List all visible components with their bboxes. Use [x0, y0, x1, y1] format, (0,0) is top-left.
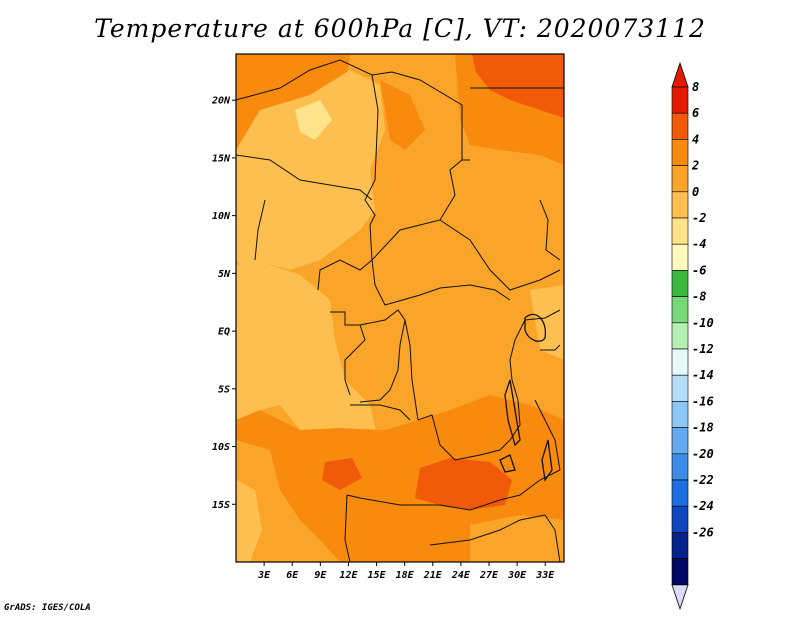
colorbar-segment	[671, 165, 689, 193]
grads-credit: GrADS: IGES/COLA	[4, 603, 91, 613]
colorbar-segment	[671, 270, 689, 297]
longitude-axis: 3E 6E 9E 12E 15E 18E 21E 24E 27E 30E 33E	[257, 562, 555, 581]
lat-tick-label: 10N	[212, 211, 231, 222]
colorbar-segment	[671, 296, 689, 324]
colorbar-segment	[671, 348, 689, 376]
colorbar-label: -20	[692, 447, 714, 461]
lon-tick-label: 33E	[535, 570, 555, 581]
colorbar-segment	[671, 139, 689, 166]
country-borders	[236, 59, 564, 562]
colorbar-segment	[671, 505, 689, 533]
colorbar-segment	[671, 401, 689, 428]
colorbar-label: -8	[692, 290, 706, 304]
colorbar-segment	[671, 191, 689, 219]
colorbar-segment	[671, 479, 689, 507]
colorbar-label: 0	[692, 185, 699, 199]
lon-tick-label: 24E	[451, 570, 471, 581]
lat-tick-label: 15N	[212, 153, 231, 164]
colorbar-top-arrow	[671, 61, 689, 88]
colorbar-label: -22	[692, 473, 714, 487]
colorbar-label: -12	[692, 342, 714, 356]
colorbar-segment	[671, 453, 689, 481]
lat-tick-label: 15S	[212, 500, 230, 511]
colorbar-label: -14	[692, 368, 714, 382]
colorbar-label: -26	[692, 525, 714, 539]
colorbar-label: -18	[692, 421, 714, 435]
colorbar-segment	[671, 322, 689, 350]
lat-tick-label: EQ	[218, 327, 230, 338]
lon-tick-label: 30E	[507, 570, 527, 581]
lon-tick-label: 9E	[314, 570, 327, 581]
colorbar-label: -24	[692, 499, 714, 513]
lat-tick-label: 5S	[218, 384, 230, 395]
lat-tick-label: 10S	[212, 442, 230, 453]
lon-tick-label: 3E	[257, 570, 271, 581]
lon-tick-label: 6E	[286, 570, 299, 581]
lon-tick-label: 15E	[368, 570, 387, 581]
colorbar-label: -2	[692, 211, 706, 225]
colorbar-segment	[671, 374, 689, 402]
colorbar-segment	[671, 532, 689, 559]
colorbar-label: 2	[691, 159, 699, 173]
lon-tick-label: 12E	[339, 570, 358, 581]
colorbar: 8 6 4 2 0 -2 -4 -6 -8 -10 -12 -14 -16 -18 -20 -22 -24 -26	[671, 61, 714, 611]
colorbar-segment	[671, 86, 689, 114]
map-title: Temperature at 600hPa [C], VT: 202007311…	[94, 14, 706, 43]
lat-tick-label: 20N	[211, 96, 231, 107]
temperature-field	[236, 54, 564, 562]
lon-tick-label: 21E	[423, 570, 443, 581]
colorbar-segment	[671, 243, 689, 271]
lon-tick-label: 18E	[396, 570, 415, 581]
colorbar-segment	[671, 558, 689, 586]
colorbar-segment	[671, 112, 689, 140]
latitude-axis: 20N 15N 10N 5N EQ 5S 10S 15S	[211, 96, 236, 511]
colorbar-label: -4	[692, 237, 706, 251]
colorbar-segment	[671, 217, 689, 245]
colorbar-label: 4	[692, 132, 699, 146]
lon-tick-label: 27E	[479, 570, 499, 581]
colorbar-bottom-arrow	[671, 584, 689, 611]
colorbar-segment	[671, 427, 689, 455]
lat-tick-label: 5N	[218, 269, 231, 280]
colorbar-label: 6	[692, 106, 699, 120]
colorbar-label: -16	[692, 394, 714, 408]
map-frame	[235, 53, 565, 563]
colorbar-label: 8	[692, 80, 699, 94]
colorbar-label: -10	[692, 316, 714, 330]
lakes	[499, 313, 553, 482]
colorbar-label: -6	[692, 263, 706, 277]
